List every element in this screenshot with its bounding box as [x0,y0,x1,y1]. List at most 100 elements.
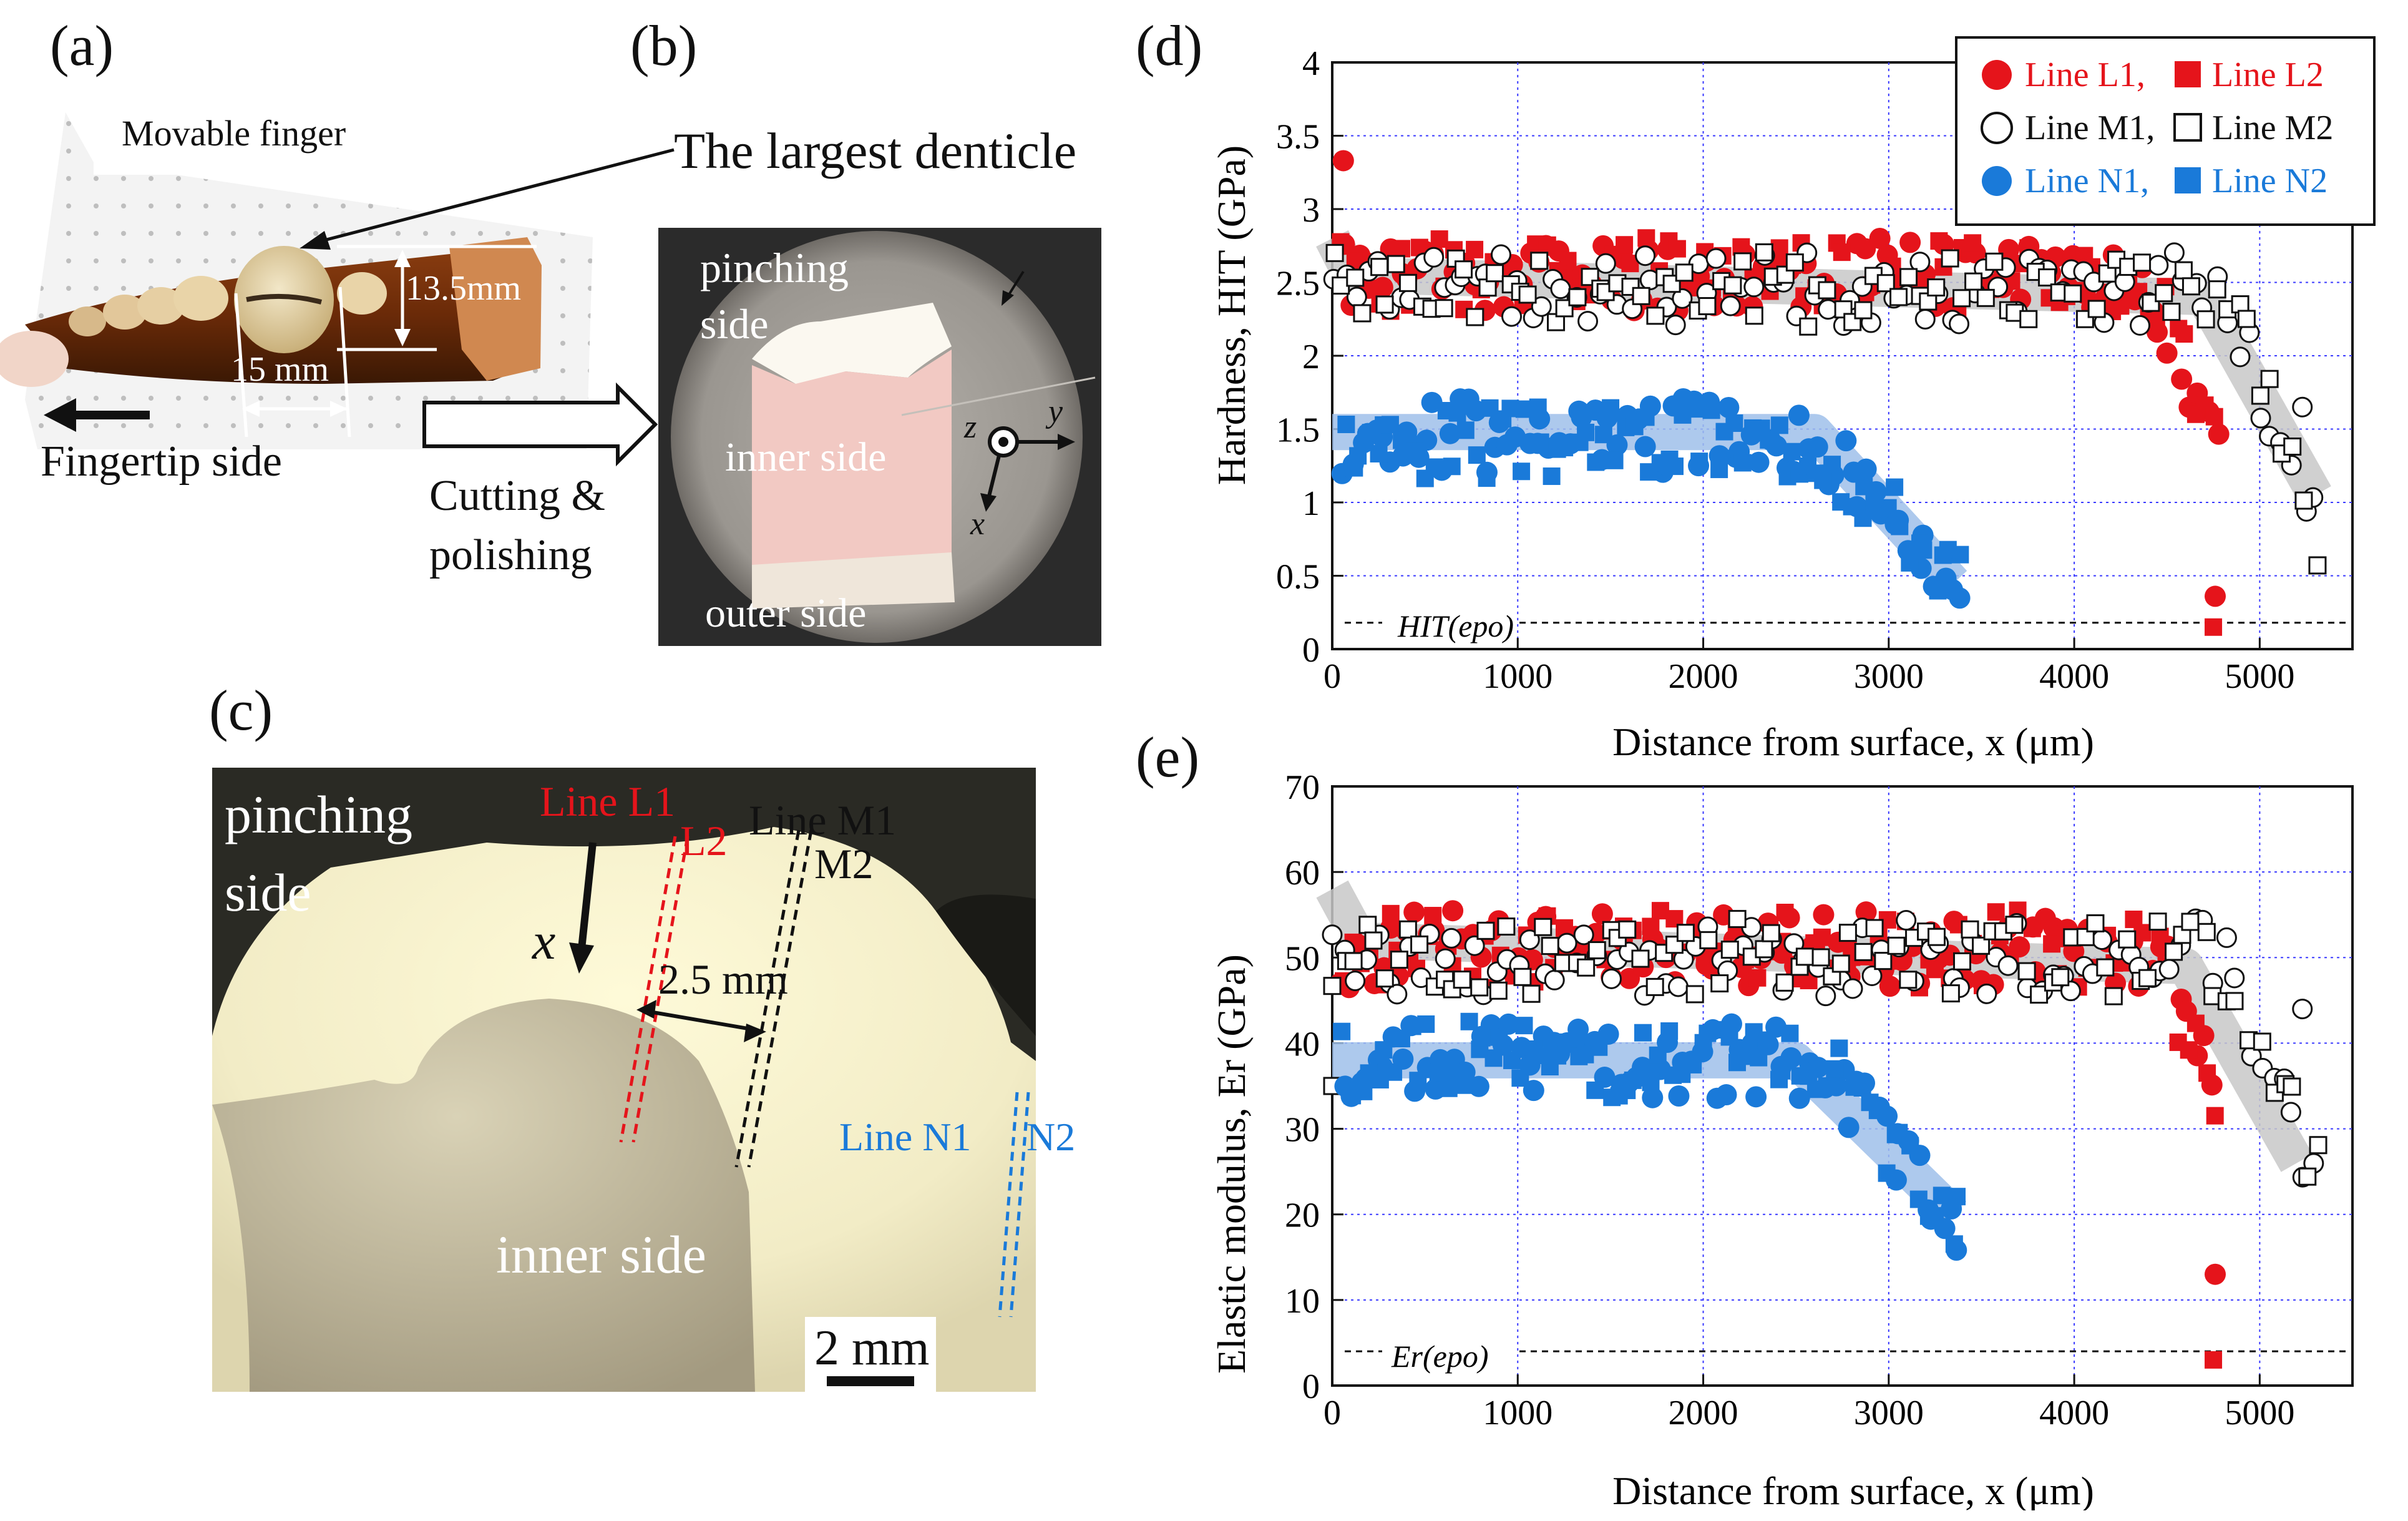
point-line-m1 [1896,910,1917,931]
point-line-m1 [2130,315,2151,336]
point-line-m2 [1976,288,1995,307]
point-line-m2 [1370,258,1389,276]
point-line-m2 [2118,930,2137,949]
point-line-m2 [2038,268,2057,287]
point-line-m2 [2019,310,2038,328]
point-line-n2 [1484,1049,1503,1067]
point-line-m1 [2163,242,2185,263]
c-label-line-n1: Line N1 [839,1115,972,1159]
point-line-l2 [1393,240,1411,258]
point-line-n2 [1349,447,1367,465]
point-line-m2 [2064,284,2082,303]
point-line-l2 [1833,243,1851,262]
point-line-l1 [2208,423,2230,445]
c-label-m2: M2 [814,840,874,888]
b-label-inner: inner side [725,434,887,480]
legend-marker-m2 [2173,113,2202,142]
y-tick-label: 3 [1302,191,1320,230]
point-line-l2 [1987,903,2005,921]
x-tick-label: 5000 [2225,657,2294,696]
legend-text-n2: Line N2 [2212,162,2328,200]
point-line-m2 [1762,924,1780,942]
y-tick-label: 30 [1285,1111,1320,1150]
point-line-m2 [1325,243,1344,262]
point-line-m2 [1470,978,1489,997]
c-label-pinching: pinching [225,785,412,844]
x-tick-label: 2000 [1669,657,1738,696]
point-line-n1 [1855,458,1877,480]
legend-text-l1: Line L1, [2025,56,2145,94]
point-line-m2 [1941,984,1960,1003]
point-line-m2 [1785,253,1804,272]
point-line-n2 [1594,426,1612,444]
point-line-m2 [1476,921,1495,940]
point-line-m2 [2251,386,2269,405]
point-line-m2 [1720,941,1739,959]
point-line-m2 [2283,1077,2301,1096]
point-line-n2 [1909,1190,1928,1208]
point-line-n2 [1454,1076,1472,1094]
panel-label-d: (d) [1136,14,1203,77]
point-line-n1 [1835,430,1857,452]
point-line-m1 [1573,924,1594,946]
panel-label-e: (e) [1136,725,1200,789]
point-line-n1 [1718,396,1740,418]
point-line-l1 [1879,976,1901,997]
point-line-m1 [2292,999,2313,1020]
point-line-m2 [1952,952,1971,971]
x-tick-label: 0 [1323,657,1341,696]
point-line-m2 [1323,977,1342,995]
point-line-m2 [2165,942,2183,961]
point-line-m1 [1441,927,1462,949]
point-line-n2 [1733,454,1752,472]
point-line-m2 [1755,940,1773,959]
point-line-l1 [1813,904,1835,926]
point-line-m2 [2309,1136,2328,1155]
b-label-pinching: pinching [700,244,849,291]
b-axis-x: x [970,506,985,542]
point-line-n2 [1385,1063,1403,1081]
point-line-m1 [1815,985,1836,1007]
point-line-l2 [2205,1351,2223,1369]
point-line-n2 [1513,462,1531,481]
point-line-m2 [1865,919,1884,937]
point-line-n2 [1891,517,1909,536]
point-line-m1 [1346,286,1367,308]
c-scale-label: 2 mm [814,1321,930,1376]
point-line-n1 [1745,1086,1767,1108]
point-line-m2 [2087,300,2106,318]
point-line-m1 [1949,313,1970,335]
y-tick-label: 40 [1285,1025,1320,1064]
point-line-m1 [2148,255,2169,276]
point-line-m2 [1699,931,1718,949]
point-line-m1 [1665,315,1686,336]
point-line-n2 [1355,1082,1373,1100]
point-line-m1 [1601,968,1622,989]
point-line-n2 [1515,1017,1533,1035]
point-line-n2 [1781,1024,1799,1042]
point-line-n2 [1490,1028,1508,1046]
point-line-m1 [1490,244,1511,265]
point-line-m2 [1387,255,1405,273]
point-line-m1 [1322,924,1343,946]
point-line-l2 [1748,969,1767,987]
point-line-m1 [2158,959,2180,980]
point-line-n2 [1649,1046,1667,1064]
point-line-m1 [1861,966,1883,987]
e-xlabel: Distance from surface, x (μm) [1612,1469,2094,1510]
b-axis-y: y [1048,394,1063,429]
point-line-m2 [2196,310,2215,329]
point-line-m2 [1346,268,1365,287]
point-line-l2 [2206,1107,2224,1125]
point-line-n2 [1624,1071,1642,1089]
point-line-m1 [1531,296,1552,317]
point-line-l1 [1855,901,1877,923]
point-line-m2 [1775,973,1794,992]
point-line-m2 [2208,280,2226,299]
label-fingertip-side: Fingertip side [41,438,282,486]
point-line-l2 [2175,325,2193,343]
point-line-m2 [1497,917,1516,936]
point-line-m2 [1344,952,1363,971]
point-line-n2 [1448,404,1466,422]
point-line-m1 [1667,976,1689,997]
